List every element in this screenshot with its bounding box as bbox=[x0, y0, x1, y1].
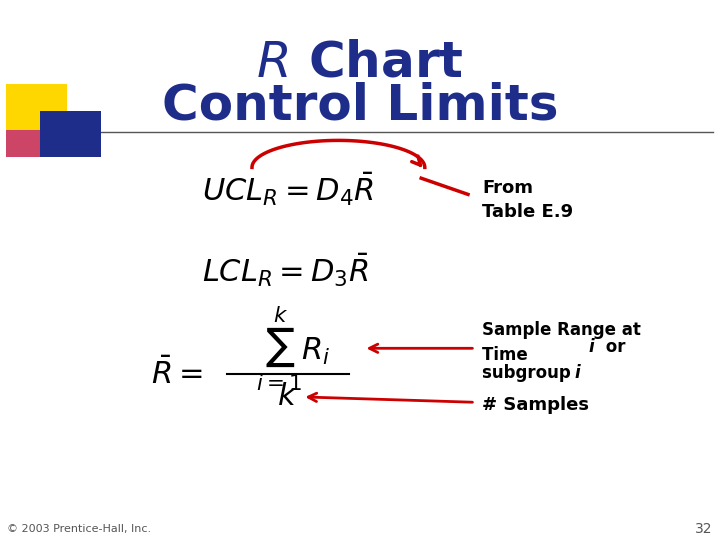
FancyBboxPatch shape bbox=[40, 111, 101, 157]
Text: or: or bbox=[600, 338, 625, 356]
Text: From
Table E.9: From Table E.9 bbox=[482, 179, 574, 221]
Text: 32: 32 bbox=[696, 522, 713, 536]
Text: Control Limits: Control Limits bbox=[162, 82, 558, 129]
Text: $k$: $k$ bbox=[277, 382, 298, 411]
Text: $UCL_R = D_4\bar{R}$: $UCL_R = D_4\bar{R}$ bbox=[202, 171, 374, 207]
Text: $\sum_{i=1}^{k} R_i$: $\sum_{i=1}^{k} R_i$ bbox=[256, 304, 330, 393]
Text: subgroup: subgroup bbox=[482, 363, 577, 382]
Text: © 2003 Prentice-Hall, Inc.: © 2003 Prentice-Hall, Inc. bbox=[7, 524, 151, 534]
FancyBboxPatch shape bbox=[6, 130, 42, 157]
Text: Sample Range at
Time: Sample Range at Time bbox=[482, 321, 642, 365]
Text: i: i bbox=[589, 338, 595, 356]
FancyBboxPatch shape bbox=[6, 84, 67, 130]
Text: $LCL_R = D_3\bar{R}$: $LCL_R = D_3\bar{R}$ bbox=[202, 252, 368, 288]
Text: $\bar{R} =$: $\bar{R} =$ bbox=[151, 357, 203, 390]
Text: # Samples: # Samples bbox=[482, 396, 590, 414]
Text: i: i bbox=[575, 363, 580, 382]
Text: $\it{R}$ Chart: $\it{R}$ Chart bbox=[256, 38, 464, 86]
